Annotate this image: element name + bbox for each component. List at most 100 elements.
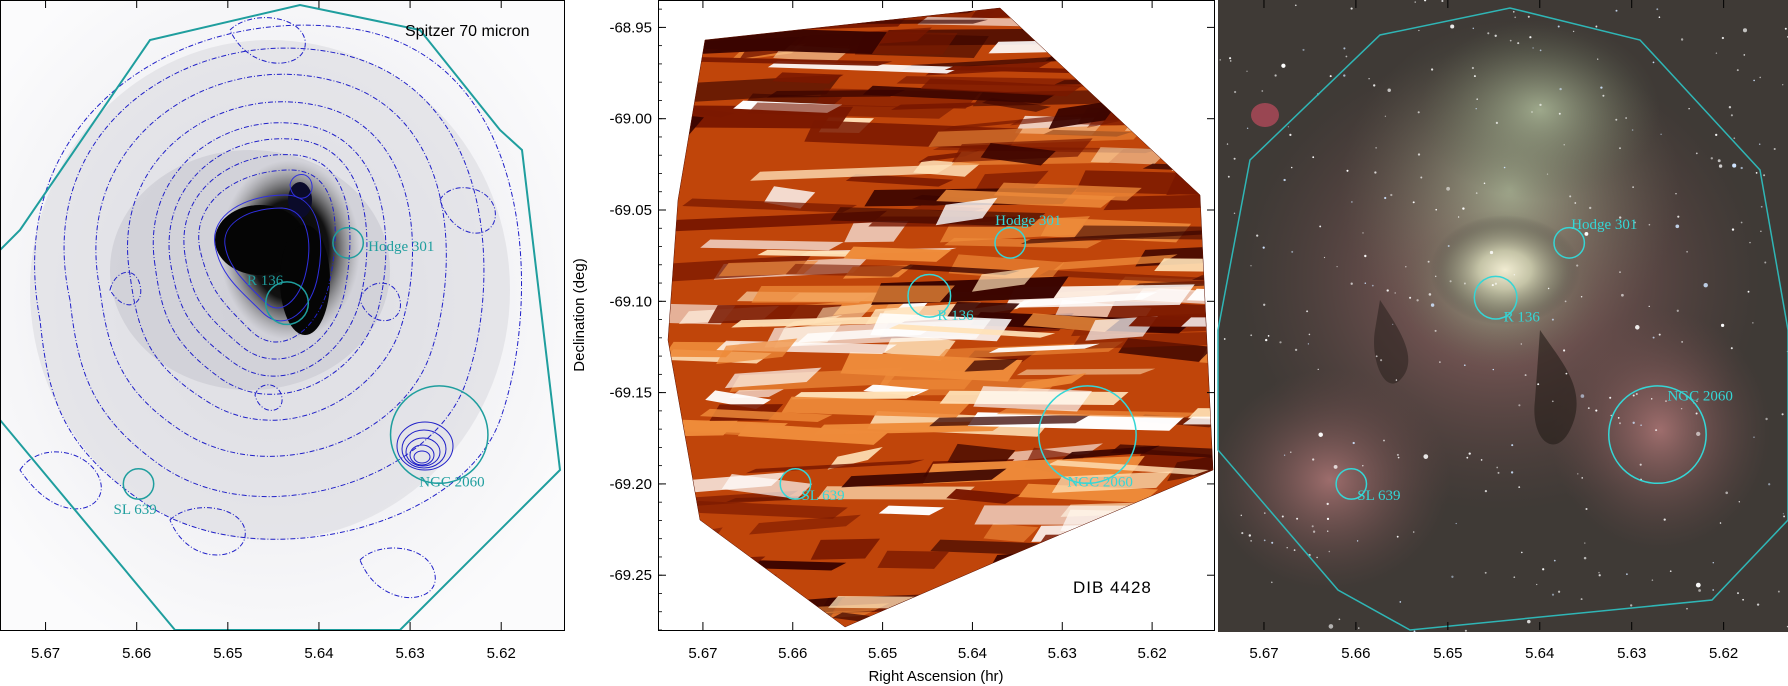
heatmap-streak [946,488,1021,504]
star [1743,54,1746,56]
plot-frame [658,0,1215,631]
heatmap-streak [700,239,844,251]
star [1318,432,1323,437]
region-circle [1553,226,1586,259]
heatmap-streak [841,468,1007,488]
star [1598,574,1601,577]
region-label: Hodge 301 [1571,217,1637,233]
panel-title: Spitzer 70 micron [405,23,530,40]
star [1286,546,1288,549]
star [1563,349,1566,352]
heatmap-streak [724,367,822,389]
star [1518,404,1521,407]
star [1226,143,1229,145]
star [1312,156,1315,159]
star [1323,256,1326,259]
region-circle [907,273,952,318]
x-tick-label: 5.67 [688,645,717,662]
star [1559,87,1562,91]
star [1306,310,1309,313]
x-tick-label: 5.63 [1617,645,1646,662]
star [1219,59,1221,61]
ngc-2060-contours [396,421,454,471]
star [1233,90,1237,94]
star [1513,576,1516,579]
region-label: Hodge 301 [368,239,434,255]
star [1333,464,1338,469]
star [1755,172,1758,174]
star [1712,561,1715,564]
region-circle [1473,275,1518,320]
star [1336,265,1338,268]
star [1248,534,1251,537]
star [1250,265,1252,267]
star [1725,491,1729,495]
region-label: SL 639 [114,502,157,518]
heatmap-streak [983,523,1039,543]
star [1527,619,1531,624]
star [1496,466,1499,469]
heatmap-streak [1181,317,1213,327]
star [1386,289,1389,292]
heatmap-streak [980,143,1056,166]
star [1329,75,1332,78]
star [1489,250,1494,255]
star [1375,147,1377,149]
star [1680,407,1683,410]
star [1546,173,1549,175]
star [1660,133,1662,135]
heatmap-streak [996,408,1198,419]
star [1417,111,1420,114]
heatmap-streak [766,89,906,98]
heatmap-streak [929,414,1091,427]
star [1518,486,1521,489]
star [1475,108,1477,110]
star [1416,299,1419,302]
star [1281,515,1284,518]
x-axis-title: Right Ascension (hr) [868,668,1003,685]
x-tick-label: 5.64 [1525,645,1554,662]
star [1609,396,1612,399]
star [1271,541,1274,544]
star [1390,193,1393,197]
heatmap-streak [1020,229,1213,244]
star [1283,178,1286,182]
star [1648,305,1650,308]
heatmap-streak [935,197,998,226]
star [1514,16,1517,19]
star [1782,84,1784,86]
star [1473,75,1476,78]
star [1639,463,1642,466]
heatmap-streak [890,102,982,110]
star [1358,627,1360,629]
heatmap-streak [1128,316,1213,329]
star [1655,429,1658,432]
star [1455,522,1457,525]
star [1658,16,1661,19]
star [1717,159,1721,163]
star [1451,575,1454,578]
peak-contours [214,174,322,322]
star [1328,624,1334,629]
heatmap-streak [783,314,843,328]
star [1720,323,1725,328]
star [1752,322,1754,324]
heatmap-streak [1016,373,1087,393]
star [1423,454,1429,459]
heatmap-streak [878,505,945,516]
star [1263,303,1266,306]
star [1494,282,1497,285]
star [1396,535,1399,538]
star [1319,225,1322,228]
star [1721,36,1725,40]
star [1368,78,1370,80]
heatmap-streak [791,391,922,400]
star [1307,343,1310,345]
star [1394,292,1396,294]
star [1630,604,1633,607]
star [1615,118,1618,121]
x-tick-label: 5.62 [1709,645,1738,662]
star [1652,61,1655,64]
star [1524,374,1527,377]
star [1569,195,1572,198]
